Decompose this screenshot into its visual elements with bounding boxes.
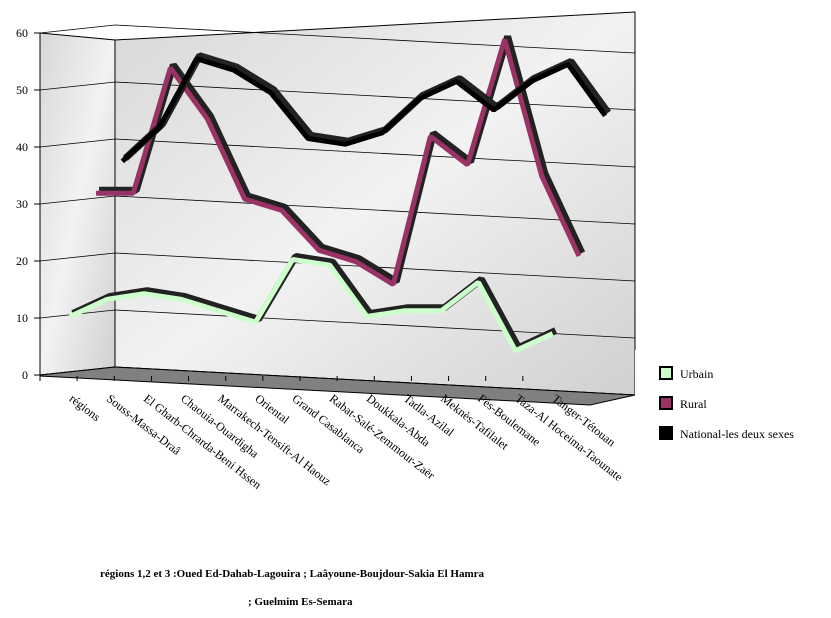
legend-label: National-les deux sexes [680,427,794,441]
grid-line [39,24,636,54]
y-tick-label: 60 [16,26,28,40]
y-tick-label: 30 [16,197,28,211]
footnote: régions 1,2 et 3 :Oued Ed-Dahab-Lagouira… [100,568,485,580]
legend-swatch [659,426,673,440]
footnote: ; Guelmim Es-Semara [248,596,353,608]
y-tick-label: 40 [16,140,28,154]
legend-label: Urbain [680,367,713,381]
x-tick-label: régions [67,391,104,424]
y-tick-label: 0 [22,368,28,382]
y-tick-label: 50 [16,83,28,97]
y-tick-label: 20 [16,254,28,268]
legend-label: Rural [680,397,707,411]
series-line [96,38,582,287]
legend-swatch [659,366,673,380]
series-line [120,56,608,164]
side-wall [39,32,116,376]
legend-swatch [659,396,673,410]
grid-line [39,195,636,225]
grid-line [39,366,636,396]
series-line [68,257,554,353]
y-tick-label: 10 [16,311,28,325]
grid-line [39,309,636,339]
grid-line [39,252,636,282]
grid-line [39,81,636,111]
